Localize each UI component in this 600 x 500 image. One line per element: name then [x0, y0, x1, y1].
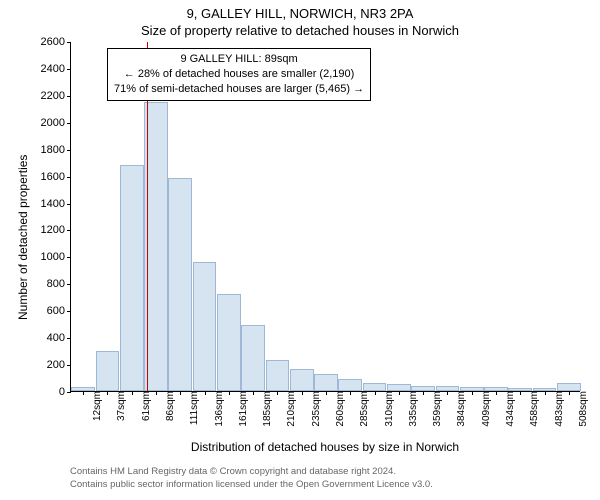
y-tick-mark [67, 392, 71, 393]
histogram-bar [363, 383, 387, 391]
x-tick-mark [253, 391, 254, 395]
x-tick-mark [180, 391, 181, 395]
y-tick-mark [67, 257, 71, 258]
x-tick-mark [545, 391, 546, 395]
x-tick-label: 111sqm [183, 391, 200, 425]
plot-area: 0200400600800100012001400160018002000220… [70, 42, 580, 392]
x-tick-label: 359sqm [426, 391, 443, 427]
x-tick-label: 384sqm [450, 391, 467, 427]
x-tick-label: 86sqm [159, 391, 176, 421]
y-tick-mark [67, 69, 71, 70]
histogram-bar [266, 360, 290, 391]
chart-container: 9, GALLEY HILL, NORWICH, NR3 2PA Size of… [0, 0, 600, 500]
x-tick-mark [496, 391, 497, 395]
x-tick-mark [375, 391, 376, 395]
annotation-box: 9 GALLEY HILL: 89sqm← 28% of detached ho… [107, 48, 371, 101]
x-tick-label: 335sqm [402, 391, 419, 427]
x-tick-mark [156, 391, 157, 395]
x-tick-label: 12sqm [86, 391, 103, 421]
histogram-bar [96, 351, 120, 391]
x-tick-label: 136sqm [208, 391, 225, 427]
x-tick-mark [132, 391, 133, 395]
x-axis-label: Distribution of detached houses by size … [70, 440, 580, 454]
y-tick-mark [67, 365, 71, 366]
histogram-bar [217, 294, 241, 391]
footer-line-2: Contains public sector information licen… [70, 479, 433, 490]
y-tick-mark [67, 123, 71, 124]
chart-title-main: 9, GALLEY HILL, NORWICH, NR3 2PA [0, 0, 600, 21]
y-tick-mark [67, 311, 71, 312]
x-tick-mark [350, 391, 351, 395]
x-tick-label: 458sqm [523, 391, 540, 427]
x-tick-mark [107, 391, 108, 395]
y-tick-mark [67, 230, 71, 231]
histogram-bar [557, 383, 581, 391]
histogram-bar [290, 369, 314, 391]
x-tick-mark [229, 391, 230, 395]
y-tick-mark [67, 96, 71, 97]
x-tick-label: 185sqm [256, 391, 273, 427]
x-tick-label: 434sqm [499, 391, 516, 427]
x-tick-mark [399, 391, 400, 395]
x-tick-mark [302, 391, 303, 395]
annotation-line: ← 28% of detached houses are smaller (2,… [114, 67, 364, 82]
x-tick-label: 210sqm [280, 391, 297, 427]
annotation-line: 71% of semi-detached houses are larger (… [114, 82, 364, 97]
histogram-bar [338, 379, 362, 391]
x-tick-mark [277, 391, 278, 395]
histogram-bar [168, 178, 192, 391]
histogram-bar [241, 325, 265, 391]
x-tick-mark [83, 391, 84, 395]
x-tick-mark [326, 391, 327, 395]
histogram-bar [387, 384, 411, 391]
footer-line-1: Contains HM Land Registry data © Crown c… [70, 466, 396, 477]
x-tick-label: 310sqm [378, 391, 395, 427]
x-tick-mark [423, 391, 424, 395]
histogram-bar [314, 374, 338, 392]
y-tick-mark [67, 42, 71, 43]
x-tick-label: 409sqm [475, 391, 492, 427]
x-tick-label: 161sqm [232, 391, 249, 427]
x-tick-mark [569, 391, 570, 395]
x-tick-label: 260sqm [329, 391, 346, 427]
x-tick-mark [205, 391, 206, 395]
x-tick-label: 61sqm [135, 391, 152, 421]
x-tick-label: 235sqm [305, 391, 322, 427]
x-tick-mark [520, 391, 521, 395]
x-tick-label: 285sqm [353, 391, 370, 427]
y-tick-mark [67, 204, 71, 205]
x-tick-label: 508sqm [572, 391, 589, 427]
x-tick-mark [472, 391, 473, 395]
histogram-bar [120, 165, 144, 391]
x-tick-mark [447, 391, 448, 395]
x-tick-label: 483sqm [548, 391, 565, 427]
y-tick-mark [67, 284, 71, 285]
histogram-bar [193, 262, 217, 391]
y-axis-label: Number of detached properties [16, 155, 30, 320]
y-tick-mark [67, 177, 71, 178]
annotation-line: 9 GALLEY HILL: 89sqm [114, 52, 364, 67]
y-tick-mark [67, 150, 71, 151]
chart-title-sub: Size of property relative to detached ho… [0, 21, 600, 38]
y-tick-mark [67, 338, 71, 339]
x-tick-label: 37sqm [110, 391, 127, 421]
